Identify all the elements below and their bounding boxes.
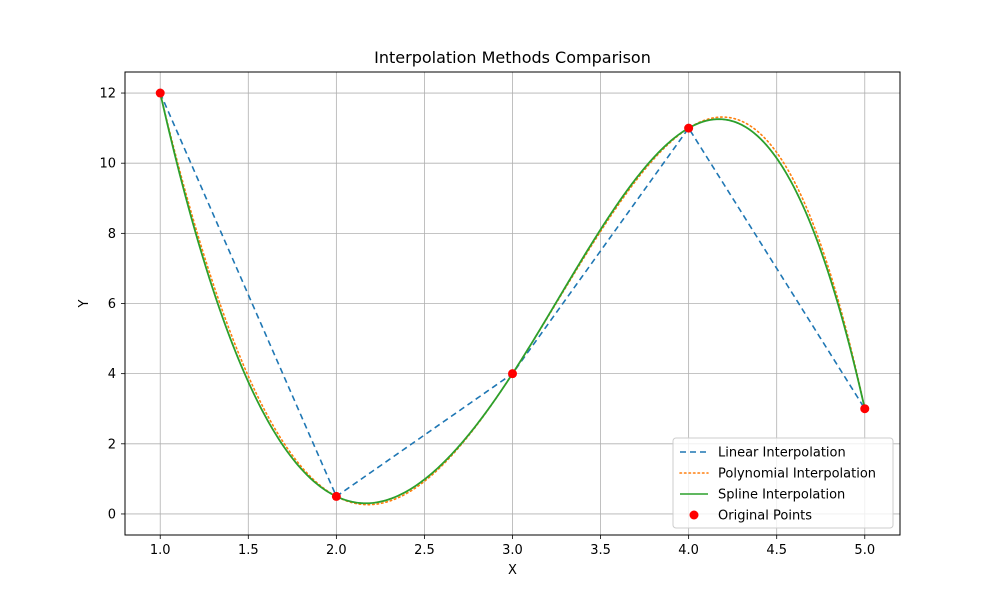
- legend-label: Original Points: [718, 509, 812, 524]
- x-tick-label: 1.5: [238, 543, 259, 558]
- y-axis-ticks: 0 2 4 6 8 10 12: [99, 87, 125, 522]
- original-point-marker: [508, 369, 517, 379]
- x-tick-label: 4.0: [678, 543, 699, 558]
- x-tick-label: 2.5: [414, 543, 435, 558]
- x-tick-label: 3.5: [590, 543, 611, 558]
- legend: Linear Interpolation Polynomial Interpola…: [672, 437, 894, 529]
- legend-box: [672, 437, 894, 529]
- legend-label: Polynomial Interpolation: [718, 467, 876, 482]
- legend-marker: [689, 510, 699, 520]
- x-axis-label: X: [508, 563, 517, 578]
- x-tick-label: 5.0: [854, 543, 875, 558]
- y-tick-label: 0: [108, 507, 116, 522]
- original-point-marker: [860, 404, 870, 414]
- points-layer: [155, 88, 870, 501]
- y-tick-label: 8: [108, 227, 116, 242]
- x-axis-ticks: 1.0 1.5 2.0 2.5 3.0 3.5 4.0 4.5 5.0: [150, 535, 875, 558]
- x-tick-label: 2.0: [326, 543, 347, 558]
- x-tick-label: 4.5: [766, 543, 787, 558]
- original-point-marker: [155, 88, 165, 98]
- original-point-marker: [684, 123, 694, 133]
- x-tick-label: 1.0: [150, 543, 171, 558]
- y-axis-label: Y: [77, 299, 92, 308]
- chart-title: Interpolation Methods Comparison: [374, 48, 651, 67]
- original-point-marker: [331, 491, 341, 501]
- y-tick-label: 12: [99, 87, 116, 102]
- x-tick-label: 3.0: [502, 543, 523, 558]
- y-tick-label: 6: [108, 297, 116, 312]
- y-tick-label: 2: [108, 437, 116, 452]
- y-tick-label: 10: [99, 157, 116, 172]
- y-tick-label: 4: [108, 367, 116, 382]
- legend-label: Linear Interpolation: [718, 446, 846, 461]
- legend-label: Spline Interpolation: [718, 488, 845, 503]
